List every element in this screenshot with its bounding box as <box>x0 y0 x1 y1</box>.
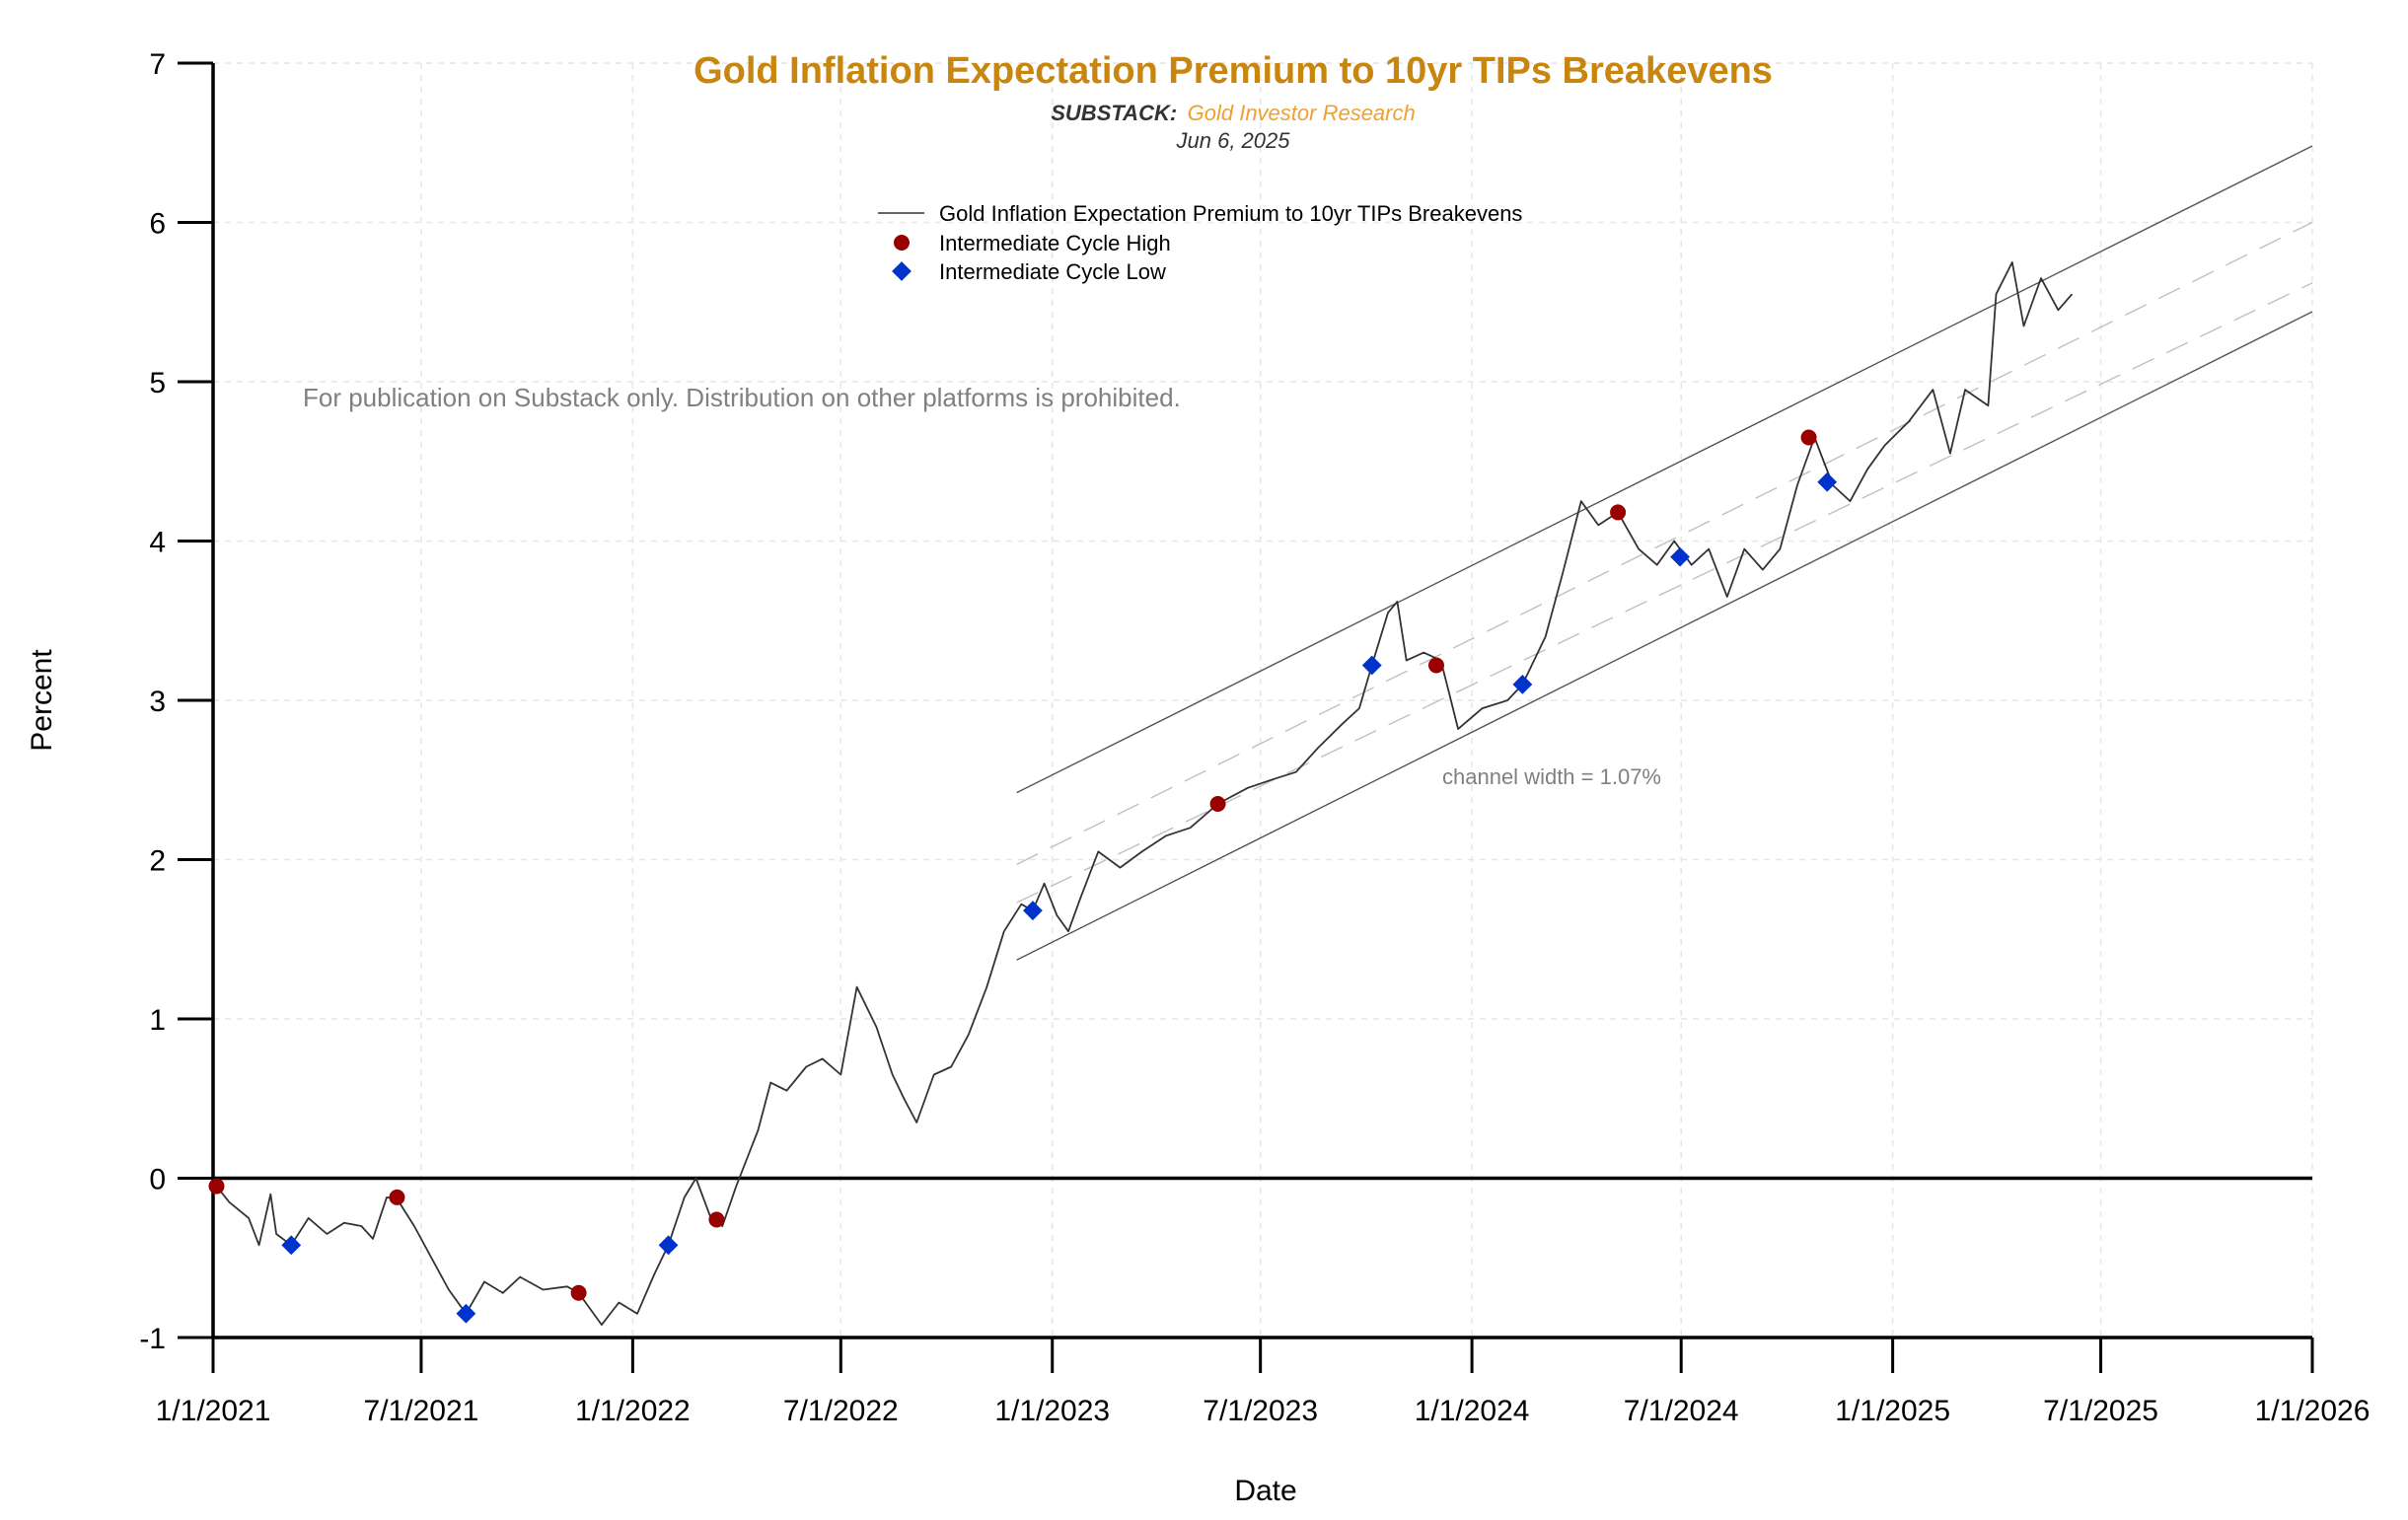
x-tick-label: 1/1/2025 <box>1835 1395 1950 1427</box>
cycle-low-marker <box>1023 901 1043 921</box>
x-tick-label: 7/1/2025 <box>2043 1395 2158 1427</box>
cycle-low-marker <box>1512 674 1533 694</box>
cycle-low-marker <box>1361 655 1382 676</box>
cycle-low-marker <box>1817 471 1838 492</box>
watermark-note: For publication on Substack only. Distri… <box>303 383 1181 412</box>
y-tick-label: 2 <box>149 845 166 878</box>
chart-subtitle: SUBSTACK: Gold Investor Research <box>1051 101 1415 125</box>
y-tick-label: 7 <box>149 48 166 81</box>
x-tick-label: 1/1/2023 <box>994 1395 1110 1427</box>
x-tick-label: 1/1/2026 <box>2255 1395 2371 1427</box>
y-axis-label: Percent <box>26 649 58 752</box>
grid <box>212 62 2313 1339</box>
series-layer <box>215 261 2074 1326</box>
x-axis-label: Date <box>1234 1475 1296 1507</box>
marker-layer <box>208 429 1838 1324</box>
cycle-low-marker <box>658 1235 679 1256</box>
cycle-high-marker <box>1427 657 1444 674</box>
x-tick-label: 7/1/2024 <box>1624 1395 1739 1427</box>
x-tick-label: 7/1/2021 <box>364 1395 479 1427</box>
y-tick-label: -1 <box>139 1323 166 1355</box>
channel-width-annotation: channel width = 1.07% <box>1442 764 1661 789</box>
cycle-high-marker <box>708 1211 725 1228</box>
subtitle-brand: SUBSTACK: <box>1051 101 1177 125</box>
y-tick-label: 5 <box>149 367 166 399</box>
cycle-high-marker <box>1209 795 1226 812</box>
y-tick-label: 1 <box>149 1004 166 1037</box>
cycle-high-marker <box>1800 429 1817 446</box>
cycle-high-marker <box>1610 504 1627 521</box>
legend-label-high: Intermediate Cycle High <box>939 231 1171 255</box>
channel-mid-lower-line <box>1016 282 2313 904</box>
cycle-high-marker <box>570 1284 587 1301</box>
legend-label-low: Intermediate Cycle Low <box>939 259 1166 284</box>
subtitle-name: Gold Investor Research <box>1188 101 1416 125</box>
x-tick-label: 7/1/2023 <box>1203 1395 1318 1427</box>
chart-title: Gold Inflation Expectation Premium to 10… <box>693 50 1773 92</box>
axes: 1/1/2021 7/1/2021 1/1/2022 7/1/2022 1/1/2023… <box>139 48 2370 1427</box>
x-tick-label: 1/1/2022 <box>575 1395 691 1427</box>
legend-label-series: Gold Inflation Expectation Premium to 10… <box>939 201 1522 226</box>
y-tick-label: 4 <box>149 527 166 559</box>
channel-lower-line <box>1016 311 2313 961</box>
chart-date: Jun 6, 2025 <box>1176 128 1291 153</box>
cycle-low-marker <box>1670 546 1690 567</box>
legend: Gold Inflation Expectation Premium to 10… <box>878 201 1522 284</box>
y-tick-label: 6 <box>149 208 166 241</box>
x-tick-label: 1/1/2024 <box>1415 1395 1530 1427</box>
cycle-high-marker <box>208 1178 225 1194</box>
x-tick-label: 1/1/2021 <box>156 1395 271 1427</box>
y-tick-label: 0 <box>149 1164 166 1196</box>
legend-high-marker <box>894 235 910 251</box>
premium-series-line <box>215 261 2074 1326</box>
cycle-low-marker <box>281 1235 302 1256</box>
cycle-high-marker <box>389 1189 405 1205</box>
x-tick-label: 7/1/2022 <box>783 1395 899 1427</box>
trend-channel <box>1016 145 2313 961</box>
cycle-low-marker <box>456 1303 476 1324</box>
channel-mid-upper-line <box>1016 221 2313 865</box>
y-tick-label: 3 <box>149 686 166 718</box>
legend-low-marker <box>892 261 912 281</box>
channel-upper-line <box>1016 145 2313 794</box>
